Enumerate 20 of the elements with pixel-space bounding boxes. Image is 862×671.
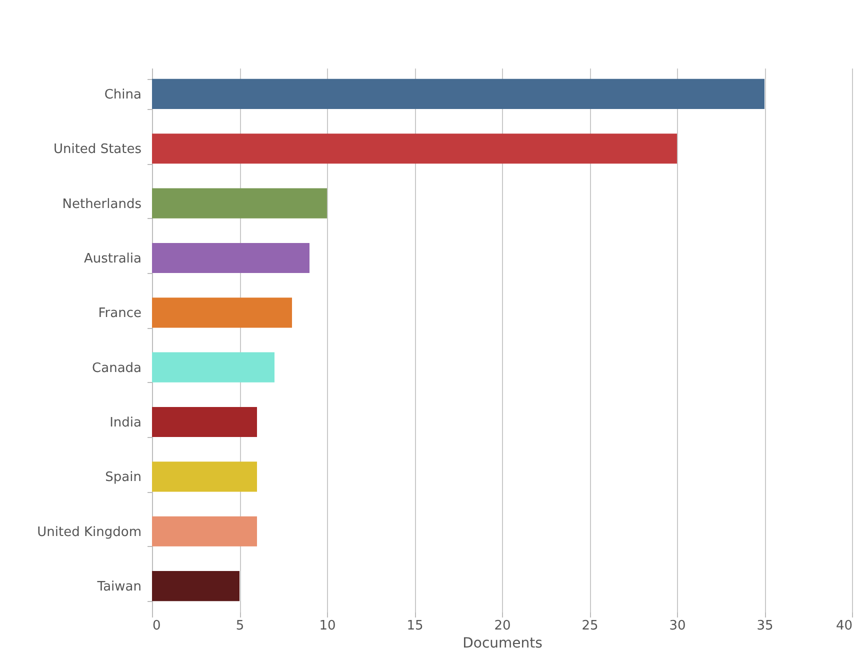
x-tick-label: 10 — [319, 618, 336, 634]
x-tick-label: 20 — [494, 618, 511, 634]
y-tick-label: Australia — [84, 251, 142, 266]
x-tick-label: 35 — [756, 618, 774, 634]
x-tick-label: 30 — [669, 618, 686, 634]
y-tick-label: India — [110, 416, 142, 431]
y-tick-label: China — [104, 87, 142, 102]
y-tick-label: United Kingdom — [37, 524, 142, 540]
y-tick-label: Spain — [105, 470, 142, 486]
x-tick-label: 40 — [836, 618, 852, 634]
x-tick-label: 25 — [582, 618, 598, 634]
y-tick-label: Canada — [92, 360, 142, 376]
x-tick-label: 5 — [236, 618, 244, 634]
x-axis-title: Documents — [462, 636, 542, 652]
y-tick-label: Taiwan — [96, 580, 142, 595]
x-tick-label: 0 — [152, 618, 161, 634]
y-tick-label: Netherlands — [62, 196, 142, 212]
y-tick-label: France — [98, 306, 142, 322]
y-tick-label: United States — [53, 142, 142, 158]
x-tick-label: 15 — [406, 618, 424, 634]
